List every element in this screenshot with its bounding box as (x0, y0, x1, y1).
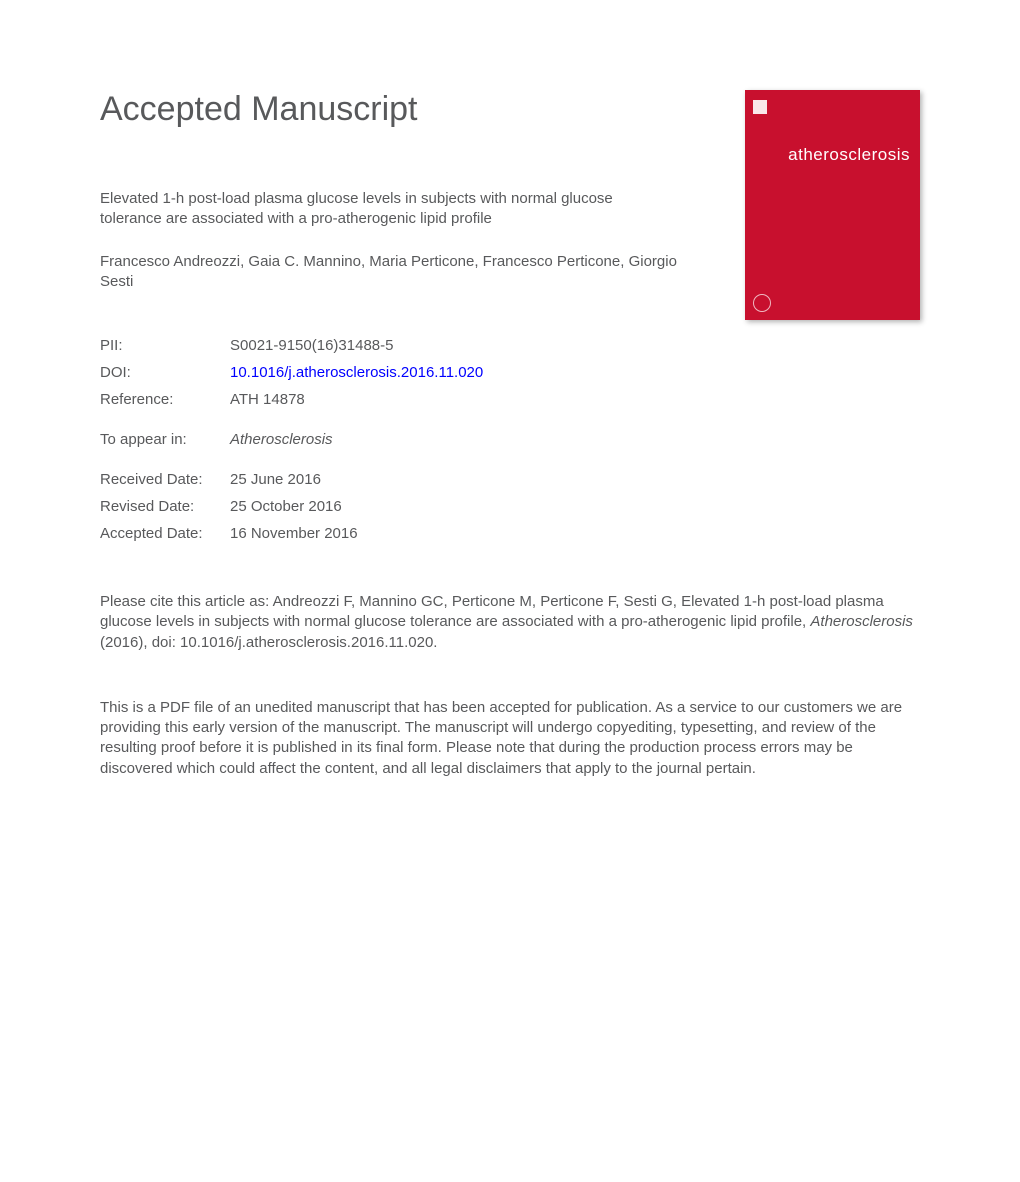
doi-label: DOI: (100, 359, 230, 386)
cover-badge-icon (753, 294, 771, 312)
cover-journal-title: atherosclerosis (788, 145, 910, 165)
cover-topbar (753, 98, 912, 116)
appear-label: To appear in: (100, 413, 230, 453)
revised-value: 25 October 2016 (230, 493, 483, 520)
journal-cover: atherosclerosis (745, 90, 920, 320)
citation-text: Please cite this article as: Andreozzi F… (100, 592, 920, 653)
accepted-label: Accepted Date: (100, 520, 230, 547)
article-title: Elevated 1-h post-load plasma glucose le… (100, 189, 660, 230)
disclaimer-text: This is a PDF file of an unedited manusc… (100, 698, 920, 779)
cover-bottom (753, 292, 912, 312)
citation-journal: Atherosclerosis (810, 613, 913, 630)
revised-row: Revised Date: 25 October 2016 (100, 493, 483, 520)
appear-value: Atherosclerosis (230, 413, 483, 453)
pii-label: PII: (100, 332, 230, 359)
doi-row: DOI: 10.1016/j.atherosclerosis.2016.11.0… (100, 359, 483, 386)
appear-row: To appear in: Atherosclerosis (100, 413, 483, 453)
revised-label: Revised Date: (100, 493, 230, 520)
accepted-value: 16 November 2016 (230, 520, 483, 547)
accepted-row: Accepted Date: 16 November 2016 (100, 520, 483, 547)
citation-prefix: Please cite this article as: Andreozzi F… (100, 593, 884, 630)
reference-label: Reference: (100, 386, 230, 413)
metadata-table: PII: S0021-9150(16)31488-5 DOI: 10.1016/… (100, 332, 483, 547)
publisher-logo-icon (753, 100, 767, 114)
doi-link[interactable]: 10.1016/j.atherosclerosis.2016.11.020 (230, 364, 483, 381)
received-row: Received Date: 25 June 2016 (100, 453, 483, 493)
pii-row: PII: S0021-9150(16)31488-5 (100, 332, 483, 359)
reference-value: ATH 14878 (230, 386, 483, 413)
pii-value: S0021-9150(16)31488-5 (230, 332, 483, 359)
reference-row: Reference: ATH 14878 (100, 386, 483, 413)
received-label: Received Date: (100, 453, 230, 493)
article-authors: Francesco Andreozzi, Gaia C. Mannino, Ma… (100, 252, 700, 293)
citation-suffix: (2016), doi: 10.1016/j.atherosclerosis.2… (100, 634, 437, 651)
manuscript-page: Accepted Manuscript atherosclerosis Elev… (0, 0, 1020, 839)
received-value: 25 June 2016 (230, 453, 483, 493)
